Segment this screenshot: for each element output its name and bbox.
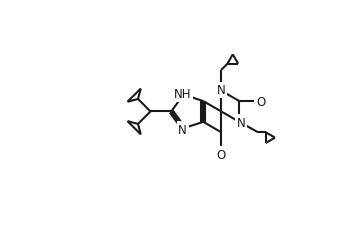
Text: N: N (178, 123, 187, 136)
Text: O: O (256, 95, 266, 108)
Text: NH: NH (174, 88, 192, 101)
Text: N: N (236, 117, 245, 130)
Text: N: N (217, 84, 226, 97)
Text: O: O (217, 148, 226, 161)
